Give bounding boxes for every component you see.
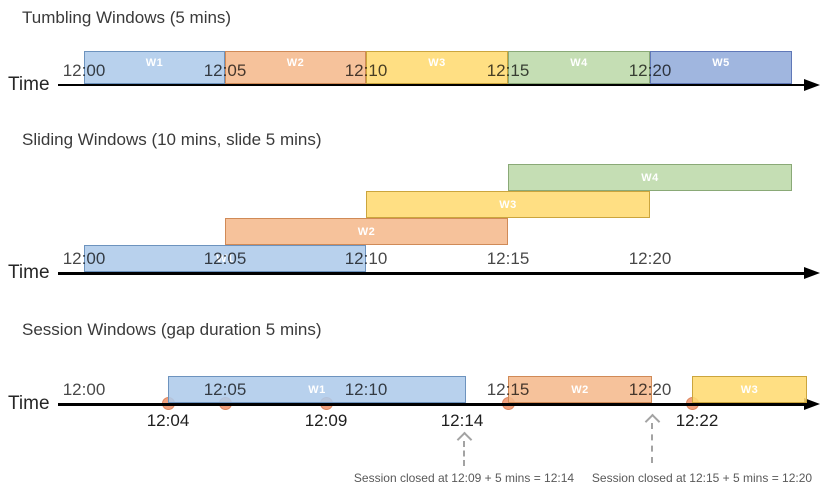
sliding-tick-label: 12:15	[486, 249, 530, 268]
session-tick-label: 12:00	[62, 380, 106, 399]
session-title: Session Windows (gap duration 5 mins)	[22, 320, 322, 339]
window-label: W1	[308, 383, 326, 396]
tumbling-window-w4: W4	[508, 51, 650, 84]
sliding-time-axis-label: Time	[8, 262, 50, 283]
sliding-tick-label: 12:05	[203, 249, 247, 268]
sliding-window-w4: W4	[508, 164, 792, 191]
sliding-title: Sliding Windows (10 mins, slide 5 mins)	[22, 130, 322, 149]
tumbling-window-w3: W3	[366, 51, 508, 84]
session-window-w1: W1	[168, 376, 466, 403]
sliding-window-w1: W1	[84, 245, 366, 272]
tumbling-tick-label: 12:00	[62, 61, 106, 80]
session-timeline	[58, 402, 804, 406]
tumbling-title: Tumbling Windows (5 mins)	[22, 8, 232, 27]
window-label: W2	[571, 383, 589, 396]
sliding-tick-label: 12:10	[344, 249, 388, 268]
tumbling-tick-label: 12:15	[486, 61, 530, 80]
sliding-window-w3: W3	[366, 191, 650, 218]
window-label: W1	[216, 252, 234, 265]
tumbling-window-w2: W2	[225, 51, 366, 84]
window-label: W4	[641, 171, 659, 184]
window-label: W1	[145, 57, 164, 69]
tumbling-tick-label: 12:05	[203, 61, 247, 80]
tumbling-window-w1: W1	[84, 51, 225, 84]
tumbling-timeline-arrow-icon	[804, 79, 820, 91]
callout-note: Session closed at 12:15 + 5 mins = 12:20	[591, 471, 813, 485]
window-label: W5	[712, 57, 730, 69]
session-event-time-label: 12:04	[146, 411, 190, 430]
sliding-window-w2: W2	[225, 218, 508, 245]
window-label: W4	[570, 57, 588, 69]
session-window-w3: W3	[692, 376, 807, 403]
session-time-axis-label: Time	[8, 393, 50, 414]
session-event-time-label: 12:14	[440, 411, 484, 430]
tumbling-time-axis-label: Time	[8, 74, 50, 95]
window-label: W2	[357, 225, 376, 238]
session-tick-label: 12:20	[628, 380, 672, 399]
window-label: W2	[286, 57, 305, 69]
tumbling-tick-label: 12:10	[344, 61, 388, 80]
window-label: W3	[740, 383, 759, 396]
callout-arrow-tail	[651, 423, 653, 463]
tumbling-window-w5: W5	[650, 51, 792, 84]
session-timeline-arrow-icon	[804, 398, 820, 410]
session-event-time-label: 12:22	[675, 411, 719, 430]
callout-note: Session closed at 12:09 + 5 mins = 12:14	[353, 471, 575, 485]
sliding-timeline	[58, 271, 804, 275]
callout-arrow-tail	[463, 441, 465, 466]
tumbling-timeline	[58, 84, 804, 86]
session-window-w2: W2	[508, 376, 652, 403]
session-tick-label: 12:10	[344, 380, 388, 399]
session-tick-label: 12:05	[203, 380, 247, 399]
sliding-timeline-arrow-icon	[804, 267, 820, 279]
sliding-tick-label: 12:00	[62, 249, 106, 268]
window-label: W3	[499, 198, 517, 211]
tumbling-tick-label: 12:20	[628, 61, 672, 80]
session-tick-label: 12:15	[486, 380, 530, 399]
sliding-tick-label: 12:20	[628, 249, 672, 268]
window-label: W3	[428, 57, 446, 69]
session-event-time-label: 12:09	[304, 411, 348, 430]
